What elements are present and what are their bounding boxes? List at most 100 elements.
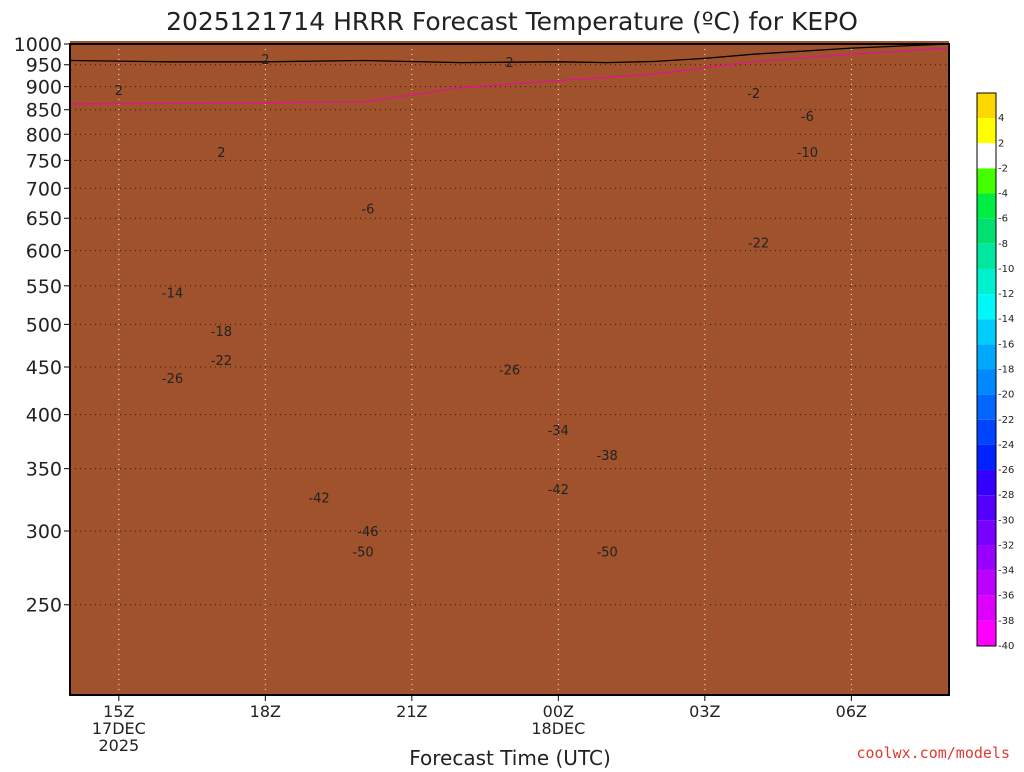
colorbar-swatch [977, 243, 996, 269]
colorbar-swatch [977, 193, 996, 219]
colorbar-tick-label: -40 [998, 641, 1014, 652]
contour-label: -50 [597, 546, 618, 561]
colorbar: 4 2 -2 -4 -6 -8 -10 -12 -14 -16 -18 -20 -22 -24 -26 -28… [976, 92, 1014, 652]
colorbar-tick-label: -36 [998, 591, 1014, 602]
colorbar-swatch [977, 595, 996, 621]
contour-label: -14 [162, 286, 183, 301]
contour-label: -38 [597, 449, 618, 464]
contour-label: 2 [261, 53, 269, 68]
contour-label: -22 [748, 237, 769, 252]
gridlines [70, 43, 949, 695]
x-tick-label: 21Z [396, 702, 427, 721]
x-axis-label: Forecast Time (UTC) [409, 746, 611, 768]
chart-title: 2025121714 HRRR Forecast Temperature (ºC… [166, 7, 858, 36]
y-tick-label: 300 [26, 521, 62, 543]
contour-label: -34 [548, 424, 569, 439]
x-tick-label: 03Z [689, 702, 720, 721]
colorbar-tick-label: 2 [998, 138, 1004, 149]
y-tick-label: 400 [26, 405, 62, 427]
contour-label: -26 [162, 372, 183, 387]
plot-area [70, 41, 949, 696]
colorbar-tick-label: -16 [998, 339, 1014, 350]
x-tick-label: 00Z [543, 702, 574, 721]
contour-label: -6 [801, 110, 814, 125]
contour-label: -18 [211, 325, 232, 340]
x-tick-label: 15Z [103, 702, 134, 721]
colorbar-tick-label: -20 [998, 390, 1014, 401]
x-tick-label: 18DEC [531, 719, 585, 738]
colorbar-swatch [977, 168, 996, 194]
colorbar-frame [976, 92, 997, 647]
colorbar-tick-label: 4 [998, 113, 1004, 124]
colorbar-tick-label: -30 [998, 515, 1014, 526]
y-tick-label: 950 [26, 55, 62, 77]
contour-label: 2 [217, 146, 225, 161]
colorbar-tick-label: -8 [998, 239, 1008, 250]
x-tick-label: 06Z [836, 702, 867, 721]
axes: 2503003504004505005506006507007508008509… [14, 34, 950, 755]
colorbar-tick-label: -14 [998, 314, 1014, 325]
colorbar-swatch [977, 118, 996, 144]
contour-label: 2 [115, 84, 123, 99]
y-tick-label: 1000 [14, 34, 62, 56]
colorbar-tick-label: -4 [998, 189, 1008, 200]
y-tick-label: 350 [26, 459, 62, 481]
colorbar-swatch [977, 369, 996, 395]
y-tick-label: 450 [26, 357, 62, 379]
y-tick-label: 650 [26, 208, 62, 230]
y-tick-label: 500 [26, 314, 62, 336]
contour-label: -50 [352, 546, 373, 561]
contour-label: -6 [361, 202, 374, 217]
ground-strip [70, 41, 949, 695]
freezing-line [69, 47, 950, 105]
colorbar-tick-label: -32 [998, 540, 1014, 551]
contour-label: -42 [308, 491, 329, 506]
contour-label: -22 [211, 354, 232, 369]
y-tick-label: 250 [26, 595, 62, 617]
contour-label: -2 [747, 87, 760, 102]
colorbar-tick-label: -28 [998, 490, 1014, 501]
contour-label: -42 [548, 483, 569, 498]
colorbar-swatch [977, 319, 996, 345]
y-tick-label: 600 [26, 241, 62, 263]
isotherm-2 [69, 43, 950, 64]
x-tick-label: 2025 [98, 736, 139, 755]
contour-label: 2 [505, 56, 513, 71]
colorbar-swatch [977, 394, 996, 420]
contour-label: -10 [797, 146, 818, 161]
contour-label: -46 [357, 525, 378, 540]
colorbar-tick-label: -2 [998, 163, 1008, 174]
colorbar-swatch [977, 495, 996, 521]
contour-label: -26 [499, 364, 520, 379]
colorbar-swatch [977, 444, 996, 471]
isotherm-contours: -50 -50-46-42-42-38-34-26-26-22-18-14-6-2… [69, 43, 950, 561]
colorbar-swatch [977, 570, 996, 596]
credit-text: coolwx.com/models [856, 744, 1010, 762]
y-tick-label: 750 [26, 150, 62, 172]
colorbar-tick-label: -22 [998, 415, 1014, 426]
colorbar-swatch [977, 470, 996, 496]
colorbar-swatch [977, 419, 996, 445]
colorbar-tick-label: -38 [998, 616, 1014, 627]
y-tick-label: 550 [26, 276, 62, 298]
y-tick-label: 900 [26, 77, 62, 99]
y-tick-label: 800 [26, 124, 62, 146]
colorbar-tick-label: -24 [998, 440, 1014, 451]
colorbar-tick-label: -34 [998, 566, 1014, 577]
colorbar-tick-label: -12 [998, 289, 1014, 300]
colorbar-swatch [977, 143, 996, 169]
colorbar-tick-label: -6 [998, 214, 1008, 225]
colorbar-swatch [977, 620, 996, 646]
y-tick-label: 850 [26, 100, 62, 122]
x-tick-label: 17DEC [92, 719, 146, 738]
colorbar-tick-label: -10 [998, 264, 1014, 275]
colorbar-swatch [977, 93, 996, 119]
colorbar-tick-label: -26 [998, 465, 1014, 476]
colorbar-swatch [977, 520, 996, 546]
x-tick-label: 18Z [250, 702, 281, 721]
colorbar-swatch [977, 294, 996, 320]
colorbar-swatch [977, 268, 996, 295]
y-tick-label: 700 [26, 178, 62, 200]
plot-frame [69, 43, 950, 696]
